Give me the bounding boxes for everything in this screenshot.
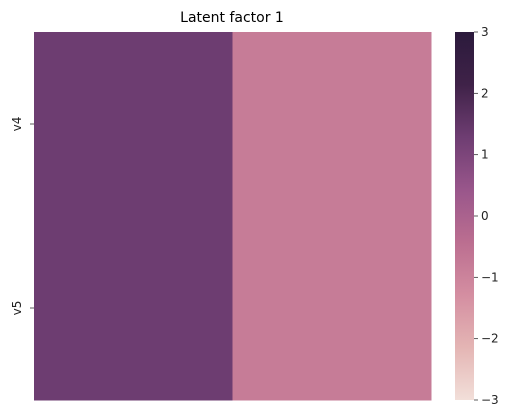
y-axis-ticks: v4 v5 (10, 117, 34, 316)
y-tick-label: v4 (10, 117, 24, 132)
colorbar-tick-label: 1 (481, 148, 489, 162)
colorbar-tick-label: 0 (481, 209, 489, 223)
colorbar-tick-label: −2 (481, 332, 499, 346)
colorbar-tick-label: 3 (481, 25, 489, 39)
heatmap-cell-1-1 (232, 216, 432, 401)
colorbar-tick-label: −3 (481, 393, 499, 407)
heatmap-cells (34, 32, 432, 401)
colorbar (455, 32, 474, 400)
y-tick-label: v5 (10, 301, 24, 316)
colorbar-ticks: 3 2 1 0 −1 −2 −3 (474, 25, 499, 407)
heatmap-cell-1-0 (34, 216, 233, 401)
colorbar-tick-label: 2 (481, 86, 489, 100)
colorbar-tick-label: −1 (481, 270, 499, 284)
heatmap-cell-0-1 (232, 32, 432, 217)
heatmap-cell-0-0 (34, 32, 233, 217)
chart-title: Latent factor 1 (180, 10, 284, 26)
